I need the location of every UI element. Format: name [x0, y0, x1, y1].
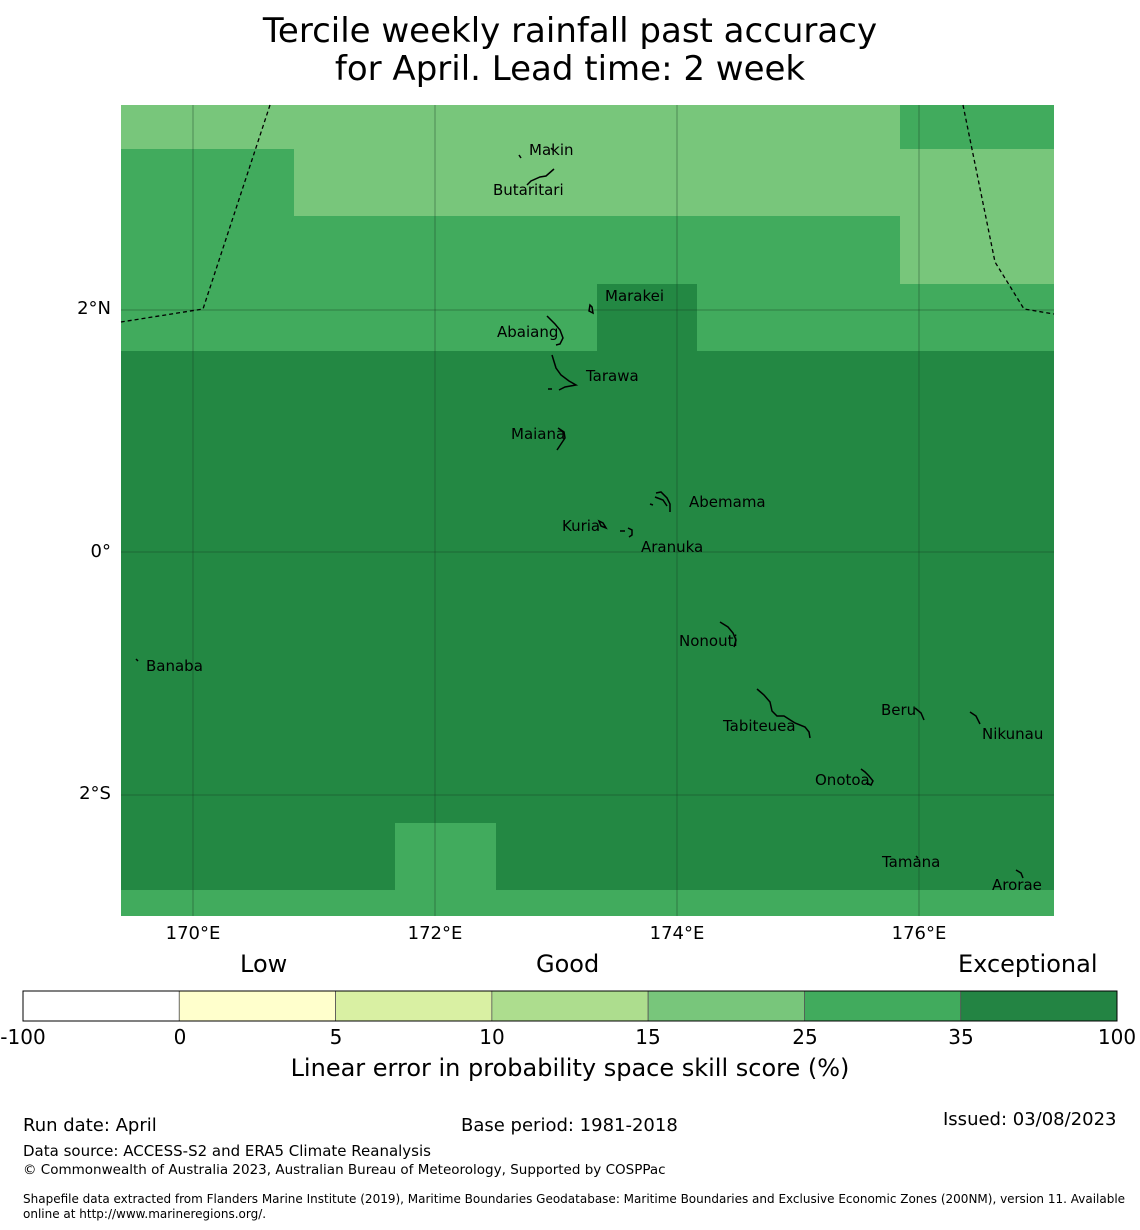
island-label-abemama: Abemama	[689, 493, 766, 511]
island-label-nonouti: Nonouti	[679, 632, 738, 650]
category-label-exceptional: Exceptional	[958, 950, 1098, 978]
island-outline-onotoa	[860, 768, 874, 786]
colorbar-tick-label: -100	[0, 1025, 46, 1049]
island-outline-arorae	[1015, 869, 1024, 879]
eez-boundaries	[120, 104, 1055, 323]
island-outline-maiana	[556, 427, 566, 451]
island-label-tabiteuea: Tabiteuea	[722, 717, 796, 735]
colorbar-bin	[178, 990, 336, 1022]
skill-cell	[294, 149, 900, 217]
island-outline-makin	[518, 147, 554, 159]
graticule	[121, 105, 1054, 916]
skill-cells	[121, 105, 1054, 916]
island-outline-marakei	[588, 303, 594, 315]
island-label-beru: Beru	[881, 701, 916, 719]
colorbar-tick-label: 25	[792, 1025, 818, 1049]
island-label-banaba: Banaba	[146, 657, 203, 675]
island-outline-abaiang	[546, 315, 564, 346]
data-source: Data source: ACCESS-S2 and ERA5 Climate …	[23, 1142, 431, 1160]
colorbar-bin	[804, 990, 962, 1022]
island-outline-banaba	[135, 658, 139, 662]
colorbar-title: Linear error in probability space skill …	[290, 1054, 850, 1082]
colorbar-bin	[491, 990, 649, 1022]
island-label-onotoa: Onotoa	[815, 771, 870, 789]
island-label-butaritari: Butaritari	[493, 181, 564, 199]
chart-title-line-2: for April. Lead time: 2 week	[334, 49, 806, 89]
skill-cell	[900, 216, 1054, 285]
skill-cell	[697, 284, 1054, 351]
colorbar-bin	[960, 990, 1118, 1022]
skill-cell	[121, 105, 900, 150]
colorbar-tick-label: 5	[329, 1025, 343, 1049]
island-outline-kuria	[597, 519, 608, 530]
colorbar-bins	[22, 990, 1118, 1022]
copyright: © Commonwealth of Australia 2023, Austra…	[23, 1162, 666, 1178]
lat-label-2n: 2°N	[77, 298, 111, 319]
category-label-good: Good	[536, 950, 600, 978]
island-label-abaiang: Abaiang	[497, 323, 558, 341]
island-outlines	[135, 147, 1024, 879]
eez-boundary-east	[962, 104, 1055, 315]
colorbar-tick-label: 10	[479, 1025, 505, 1049]
island-outline-tamana	[915, 855, 919, 859]
shapefile-credit-line-1: Shapefile data extracted from Flanders M…	[23, 1192, 1126, 1206]
island-outline-aranuka	[620, 527, 633, 538]
skill-cell	[900, 149, 1054, 217]
category-label-low: Low	[240, 950, 288, 978]
skill-cell	[395, 823, 496, 891]
colorbar-tick-label: 0	[173, 1025, 187, 1049]
skill-cell	[597, 284, 698, 351]
island-label-arorae: Arorae	[992, 876, 1042, 894]
skill-cell	[121, 890, 1054, 916]
island-label-nikunau: Nikunau	[982, 725, 1043, 743]
island-label-marakei: Marakei	[605, 287, 664, 305]
colorbar-tick-label: 100	[1097, 1025, 1137, 1049]
eez-boundary-west	[120, 104, 271, 323]
lat-label-2s: 2°S	[79, 783, 111, 804]
colorbar-bin	[647, 990, 805, 1022]
colorbar-bin	[335, 990, 493, 1022]
colorbar-outline	[22, 990, 1118, 1022]
island-labels: Makin Butaritari Marakei Abaiang Tarawa …	[146, 141, 1043, 894]
island-label-tamana: Tamana	[881, 853, 940, 871]
base-period: Base period: 1981-2018	[461, 1115, 678, 1136]
island-outline-nikunau	[969, 711, 981, 725]
lat-label-0: 0°	[90, 541, 111, 562]
island-label-makin: Makin	[529, 141, 574, 159]
lon-label-170e: 170°E	[165, 923, 221, 944]
skill-cell	[900, 105, 1054, 150]
island-label-kuria: Kuria	[562, 517, 600, 535]
colorbar-tick-label: 15	[635, 1025, 661, 1049]
island-label-aranuka: Aranuka	[641, 538, 703, 556]
shapefile-credit-line-2: online at http://www.marineregions.org/.	[23, 1207, 267, 1221]
issued-date: Issued: 03/08/2023	[943, 1109, 1117, 1130]
island-label-maiana: Maiana	[511, 425, 565, 443]
island-outline-nonouti	[719, 621, 737, 648]
island-outline-abemama	[649, 491, 671, 512]
lon-label-172e: 172°E	[407, 923, 463, 944]
skill-cell	[121, 216, 900, 285]
colorbar-bin	[22, 990, 180, 1022]
island-outline-tarawa	[548, 354, 579, 391]
skill-cell	[121, 284, 598, 351]
island-outline-tabiteuea	[756, 688, 811, 739]
colorbar-tick-label: 35	[948, 1025, 974, 1049]
run-date: Run date: April	[23, 1115, 157, 1136]
skill-cell	[121, 149, 295, 217]
island-label-tarawa: Tarawa	[585, 367, 639, 385]
lon-label-176e: 176°E	[891, 923, 947, 944]
chart-title-line-1: Tercile weekly rainfall past accuracy	[262, 11, 878, 51]
lon-label-174e: 174°E	[649, 923, 705, 944]
island-outline-butaritari	[526, 168, 555, 186]
island-outline-beru	[914, 707, 925, 721]
